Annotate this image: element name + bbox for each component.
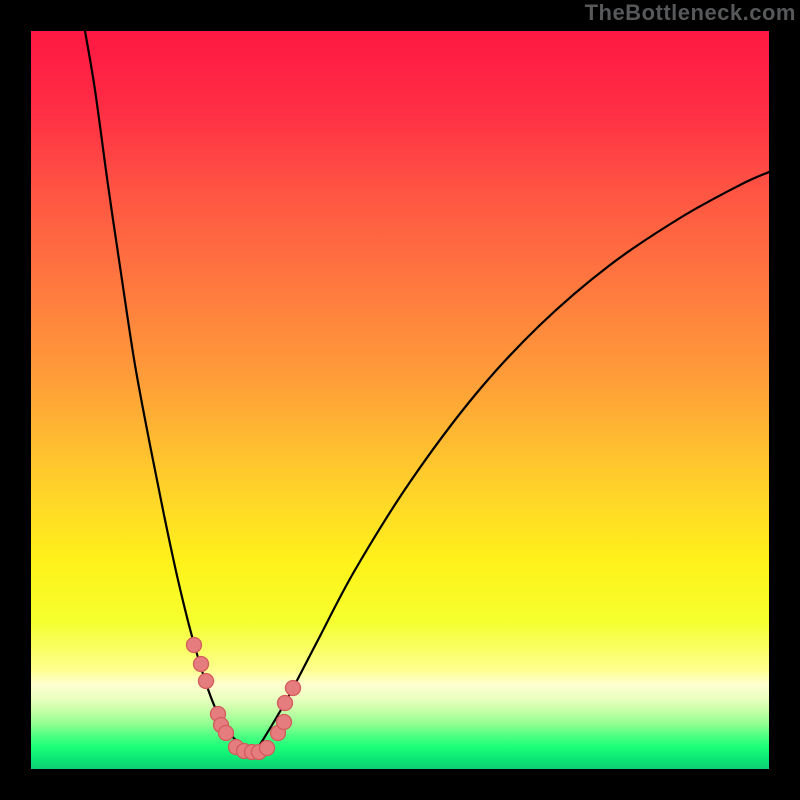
bottleneck-curve-chart [0,0,800,800]
watermark-text: TheBottleneck.com [585,0,796,26]
data-marker [277,715,292,730]
data-marker [219,726,234,741]
chart-stage: TheBottleneck.com [0,0,800,800]
data-marker [260,741,275,756]
data-marker [286,681,301,696]
data-marker [278,696,293,711]
data-marker [199,674,214,689]
data-marker [187,638,202,653]
data-marker [194,657,209,672]
